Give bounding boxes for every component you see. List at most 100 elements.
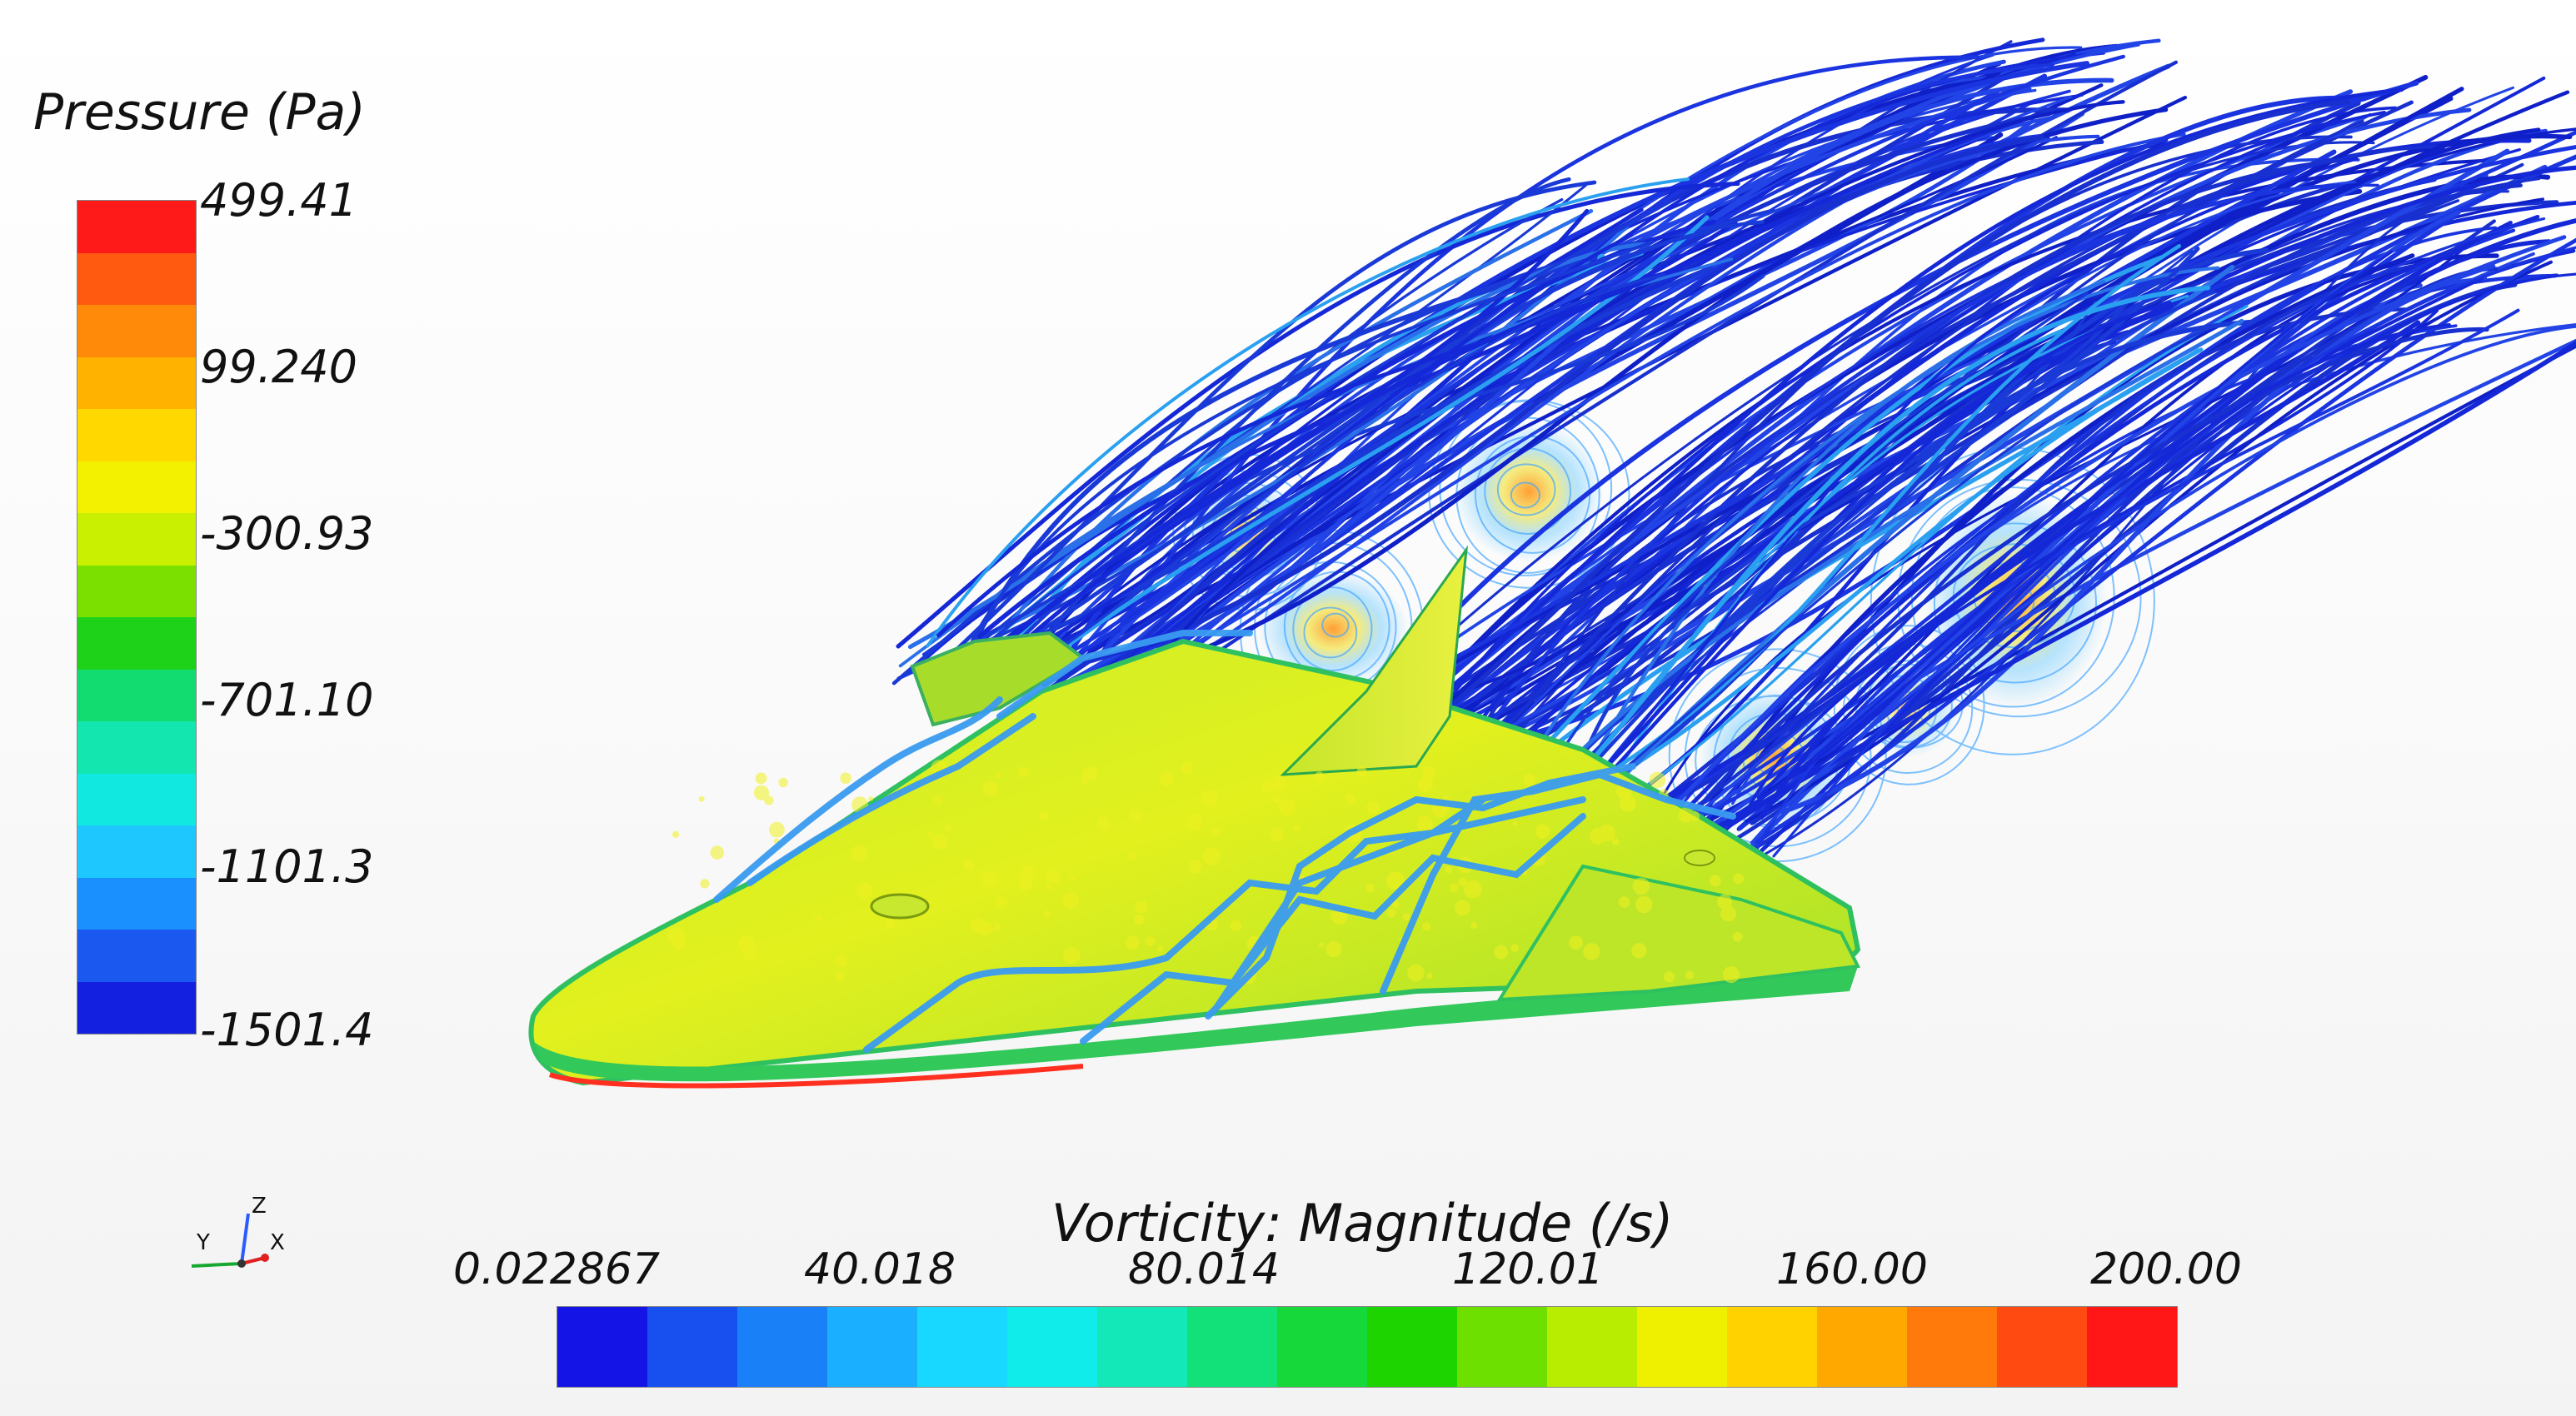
streamline xyxy=(1678,235,2567,802)
streamline xyxy=(928,200,1673,692)
pressure-colorbar-segment xyxy=(77,409,196,461)
streamline xyxy=(1066,134,2044,670)
streamline xyxy=(1759,320,2421,820)
surface-speckle xyxy=(1455,900,1470,916)
vorticity-colorbar-segment xyxy=(2087,1307,2177,1387)
surface-speckle xyxy=(1040,810,1050,821)
surface-speckle xyxy=(1272,775,1287,790)
surface-speckle xyxy=(1717,894,1733,910)
surface-speckle xyxy=(1416,815,1433,833)
surface-speckle xyxy=(1732,931,1743,942)
pressure-colorbar-segment xyxy=(77,305,196,357)
contour-ring xyxy=(1933,522,2098,684)
surface-speckle xyxy=(737,935,756,953)
surface-speckle xyxy=(1590,827,1606,845)
surface-speckle xyxy=(1494,945,1509,960)
streamline xyxy=(1125,100,2125,701)
pressure-colorbar-segment xyxy=(77,513,196,566)
surface-speckle xyxy=(1365,883,1375,893)
pressure-tick-label: -701.10 xyxy=(200,674,374,726)
surface-speckle xyxy=(1510,944,1520,952)
streamline xyxy=(1131,116,2054,696)
surface-speckle xyxy=(1450,883,1459,892)
surface-speckle xyxy=(933,795,943,805)
pressure-tick-label: 99.240 xyxy=(200,341,357,393)
streamline xyxy=(1636,217,2546,837)
pressure-colorbar-segment xyxy=(77,565,196,617)
contour-ring xyxy=(1292,586,1373,671)
streamline xyxy=(1340,145,2576,715)
streamline xyxy=(1024,96,2075,701)
surface-speckle xyxy=(978,921,993,936)
surface-speckle xyxy=(1709,875,1721,887)
surface-speckle xyxy=(1664,971,1675,983)
pressure-colorbar-segment xyxy=(77,825,196,878)
surface-speckle xyxy=(1157,945,1164,952)
vorticity-colorbar-segment xyxy=(1187,1307,1277,1387)
surface-speckle xyxy=(1366,801,1380,815)
surface-speckle xyxy=(1211,826,1221,835)
vorticity-tick-label: 80.014 xyxy=(1128,1244,1280,1294)
vorticity-colorbar-segment xyxy=(917,1307,1007,1387)
pressure-colorbar-segment xyxy=(77,461,196,513)
streamline xyxy=(1757,250,2393,803)
contour-ring xyxy=(1496,463,1556,516)
streamline xyxy=(1685,272,2576,855)
surface-speckle xyxy=(764,795,774,805)
surface-speckle xyxy=(1202,847,1221,865)
pressure-tick-label: 499.41 xyxy=(200,174,357,227)
streamline xyxy=(1543,347,2204,821)
surface-speckle xyxy=(1385,871,1405,890)
x-axis-tip xyxy=(261,1254,269,1262)
surface-speckle xyxy=(778,777,788,788)
y-axis-line xyxy=(191,1262,242,1268)
surface-speckle xyxy=(1619,795,1636,812)
vorticity-colorbar-segment xyxy=(1637,1307,1727,1387)
streamline xyxy=(1488,266,2220,832)
vorticity-colorbar-segment xyxy=(1907,1307,1997,1387)
vorticity-legend-title: Vorticity: Magnitude (/s) xyxy=(1051,1193,1674,1254)
streamline xyxy=(926,177,1690,648)
streamline xyxy=(1365,87,2404,764)
surface-speckle xyxy=(1649,771,1666,789)
streamline xyxy=(1475,255,2164,818)
surface-speckle xyxy=(755,772,767,785)
vorticity-colorbar-segment xyxy=(1097,1307,1187,1387)
surface-speckle xyxy=(1345,793,1355,804)
streamline xyxy=(1066,122,2014,704)
triad-z-label: Z xyxy=(252,1194,267,1219)
hull-edge-red xyxy=(548,1064,1084,1089)
streamline xyxy=(1676,340,2576,855)
contour-ring xyxy=(1321,612,1350,638)
streamline xyxy=(896,181,1740,649)
vorticity-colorbar-segment xyxy=(1457,1307,1547,1387)
surface-speckle xyxy=(1043,910,1051,918)
surface-speckle xyxy=(1422,922,1431,931)
surface-speckle xyxy=(753,785,770,800)
vorticity-tick-label: 200.00 xyxy=(2090,1244,2242,1294)
surface-speckle xyxy=(1261,779,1275,793)
surface-speckle xyxy=(1523,773,1536,786)
surface-speckle xyxy=(1134,914,1145,925)
streamline xyxy=(1667,327,2489,847)
streamline xyxy=(1027,136,2058,661)
vorticity-tick-label: 120.01 xyxy=(1452,1244,1604,1294)
streamline xyxy=(1660,322,2451,856)
surface-speckle xyxy=(926,830,933,837)
surface-speckle xyxy=(1128,851,1137,860)
streamline xyxy=(1131,111,2085,681)
surface-speckle xyxy=(1082,765,1098,781)
streamline xyxy=(1669,307,2408,805)
streamline xyxy=(1568,322,2219,815)
vorticity-colorbar-segment xyxy=(1817,1307,1907,1387)
axis-triad[interactable]: Y Z X xyxy=(175,1193,300,1293)
surface-speckle xyxy=(769,821,785,838)
pressure-tick-label: -1501.4 xyxy=(200,1004,374,1056)
vorticity-colorbar-segment xyxy=(1277,1307,1367,1387)
streamline xyxy=(1750,325,2576,845)
tail-fin xyxy=(1280,545,1469,776)
pressure-colorbar-segment xyxy=(77,930,196,982)
surface-speckle xyxy=(710,845,725,860)
